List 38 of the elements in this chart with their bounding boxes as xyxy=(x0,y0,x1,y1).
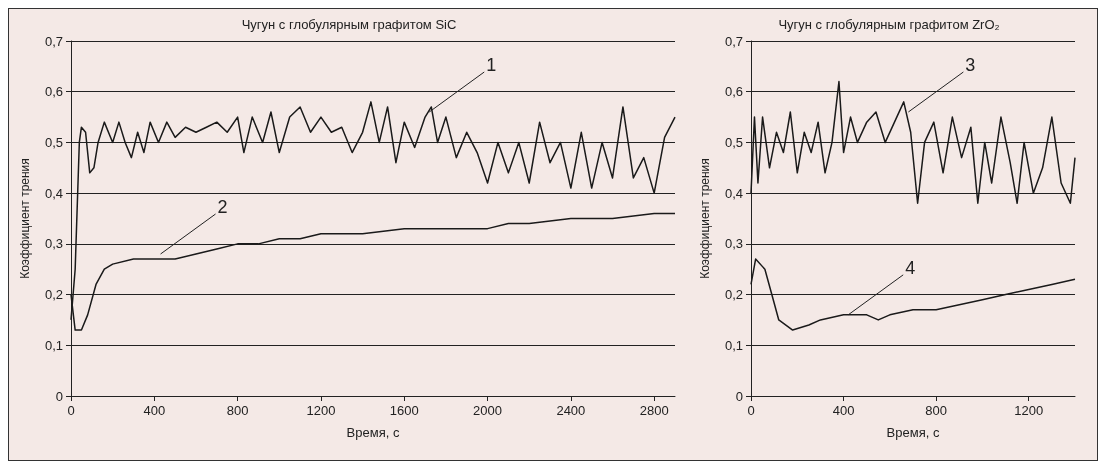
y-tick-label: 0,6 xyxy=(44,84,63,100)
x-tick-label: 2000 xyxy=(473,403,503,418)
x-tick-label: 800 xyxy=(226,403,249,418)
y-tick-label: 0,4 xyxy=(44,185,63,201)
y-tick-label: 0,5 xyxy=(724,134,743,150)
x-tick-label: 800 xyxy=(925,403,947,418)
annotation: 2 xyxy=(217,197,228,217)
y-tick-label: 0,4 xyxy=(724,185,743,201)
annotation: 1 xyxy=(486,55,497,75)
y-axis-title: Коэффициент трения xyxy=(698,158,712,279)
y-tick-label: 0,3 xyxy=(724,236,743,252)
chart-title: Чугун с глобулярным графитом SiC xyxy=(241,17,457,32)
annotation: 3 xyxy=(965,55,976,75)
x-axis-title: Время, с xyxy=(886,425,940,440)
y-axis-title: Коэффициент трения xyxy=(18,158,32,279)
y-tick-label: 0,6 xyxy=(724,84,743,100)
x-tick-label: 0 xyxy=(747,403,755,418)
x-tick-label: 1600 xyxy=(389,403,419,418)
chart-title: Чугун с глобулярным графитом ZrO₂ xyxy=(778,17,1000,32)
y-tick-label: 0,2 xyxy=(724,287,743,303)
y-tick-label: 0,1 xyxy=(44,337,63,353)
y-tick-label: 0 xyxy=(55,388,63,404)
x-tick-label: 1200 xyxy=(306,403,336,418)
y-tick-label: 0,5 xyxy=(44,134,63,150)
y-tick-label: 0,2 xyxy=(44,287,63,303)
y-tick-label: 0,7 xyxy=(724,33,743,49)
x-tick-label: 400 xyxy=(143,403,166,418)
x-tick-label: 0 xyxy=(67,403,75,418)
annotation: 4 xyxy=(905,257,916,278)
y-tick-label: 0 xyxy=(735,388,743,404)
x-tick-label: 2400 xyxy=(556,403,586,418)
y-tick-label: 0,7 xyxy=(44,33,63,49)
x-tick-label: 400 xyxy=(832,403,855,418)
x-tick-label: 2800 xyxy=(639,403,669,418)
x-axis-title: Время, с xyxy=(346,425,400,440)
y-tick-label: 0,3 xyxy=(44,236,63,252)
x-tick-label: 1200 xyxy=(1014,403,1044,418)
y-tick-label: 0,1 xyxy=(724,337,743,353)
